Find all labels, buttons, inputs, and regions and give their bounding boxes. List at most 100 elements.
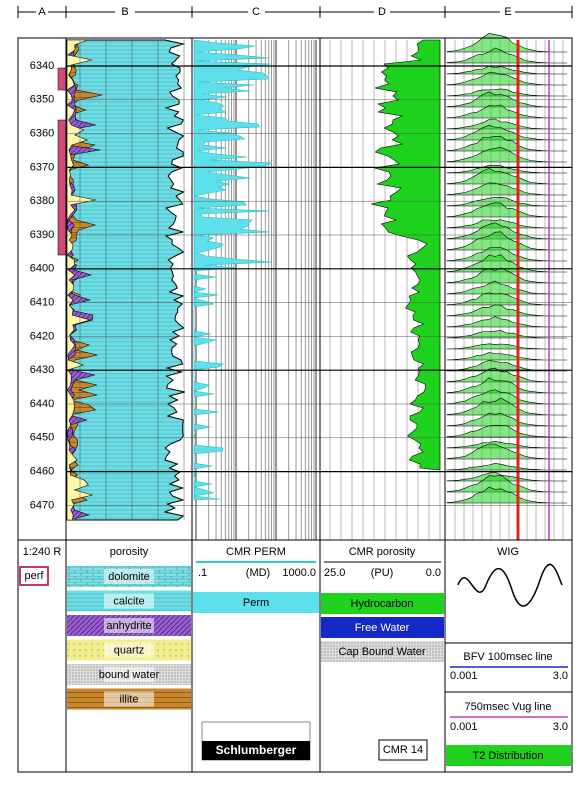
scale-left: 0.001 (450, 670, 478, 682)
legend-item: Cap Bound Water (338, 646, 425, 658)
label-bg (104, 593, 154, 609)
t2-wave (446, 168, 567, 185)
scale-right: 1000.0 (282, 567, 316, 579)
depth-label: 6450 (30, 432, 54, 444)
t2-wave (446, 91, 567, 108)
track-label: D (378, 6, 386, 18)
t2-wave (446, 72, 567, 86)
t2-wave (446, 443, 567, 460)
t2-wave (446, 471, 567, 482)
track-label: A (38, 6, 46, 18)
t2-wave (446, 104, 567, 119)
t2-wave (446, 316, 567, 328)
t2-wave (446, 412, 567, 427)
t2-wave (446, 196, 567, 207)
legend-title: CMR porosity (349, 546, 416, 558)
depth-label: 6370 (30, 161, 54, 173)
label-bg (104, 691, 154, 707)
t2-wave (446, 65, 567, 75)
legend-item: illite (120, 693, 139, 705)
logo: Schlumberger (216, 743, 297, 757)
t2-wave (446, 124, 567, 141)
scale-left: 0.001 (450, 721, 478, 733)
legend-item: T2 Distribution (473, 750, 544, 762)
track-headers: A B C D E (38, 6, 511, 18)
depth-label: 6360 (30, 128, 54, 140)
depth-label: 6380 (30, 195, 54, 207)
t2-wave (446, 135, 567, 152)
t2-wave (446, 486, 567, 504)
t2-wave (446, 202, 567, 218)
line-name: BFV 100msec line (463, 651, 552, 663)
t2-wave (446, 231, 567, 251)
perm-curve (193, 39, 272, 501)
t2-wave (446, 280, 567, 295)
t2-wave (446, 304, 567, 317)
porosity-fill (67, 39, 186, 521)
t2-wave (446, 360, 567, 372)
t2-wave (446, 424, 567, 438)
legend-item: Free Water (355, 622, 410, 634)
t2-wave (446, 474, 567, 493)
t2-wave (446, 343, 567, 350)
hydrocarbon (370, 39, 441, 471)
depth-label: 6470 (30, 499, 54, 511)
tool-label: CMR 14 (383, 744, 423, 756)
depth-label: 6440 (30, 398, 54, 410)
line-name: 750msec Vug line (464, 701, 551, 713)
t2-wave (446, 33, 567, 53)
scale-left: 25.0 (324, 567, 345, 579)
scale-right: 3.0 (553, 670, 568, 682)
label-bg (104, 618, 154, 633)
scale-right: 3.0 (553, 721, 568, 733)
depth-label: 6420 (30, 330, 54, 342)
legend-title: CMR PERM (226, 546, 286, 558)
legend-item: Hydrocarbon (351, 598, 414, 610)
legend-item: anhydrite (106, 620, 151, 632)
legend-item: dolomite (108, 571, 150, 583)
perf-label: perf (25, 570, 45, 582)
perforation (57, 119, 67, 256)
scale-unit: (PU) (371, 567, 394, 579)
depth-label: 6400 (30, 263, 54, 275)
scale: 1:240 R (23, 546, 62, 558)
depth-label: 6460 (30, 466, 54, 478)
scale-left: .1 (198, 567, 207, 579)
t2-wave (446, 267, 567, 284)
t2-wave (446, 118, 567, 130)
legend-item: bound water (99, 669, 160, 681)
legend-title: porosity (110, 546, 149, 558)
t2-wave (446, 182, 567, 196)
depth-label: 6410 (30, 297, 54, 309)
t2-wave (446, 377, 567, 394)
legend-item: quartz (114, 644, 145, 656)
legend-item: calcite (113, 595, 144, 607)
depth-label: 6340 (30, 60, 54, 72)
track-label: E (504, 6, 511, 18)
t2-wave (446, 367, 567, 383)
track-label: B (121, 6, 128, 18)
label-bg (104, 569, 154, 584)
t2-wave (446, 164, 567, 174)
depth-label: 6390 (30, 229, 54, 241)
scale-right: 0.0 (426, 567, 441, 579)
frame (17, 6, 573, 773)
t2-wave (446, 247, 567, 262)
log-tracks: 6340 6350 6360 6370 6380 6390 6400 6410 6420 6430… (30, 33, 572, 540)
t2-wave (446, 47, 567, 64)
scale-unit: (MD) (246, 567, 270, 579)
legend-title: WIG (497, 546, 519, 558)
legend: 1:240 R perf porosity CMR PERM .1 (MD) 1… (19, 546, 572, 766)
label-bg (104, 642, 154, 658)
t2-wave (446, 397, 567, 416)
t2-wave (446, 88, 567, 97)
t2-wave (446, 462, 567, 471)
perforation (57, 67, 67, 91)
legend-item: Perm (243, 597, 269, 609)
label-bg (104, 667, 154, 682)
t2-wave (446, 219, 567, 229)
t2-wave (446, 352, 567, 361)
track-label: C (252, 6, 260, 18)
depth-label: 6350 (30, 94, 54, 106)
